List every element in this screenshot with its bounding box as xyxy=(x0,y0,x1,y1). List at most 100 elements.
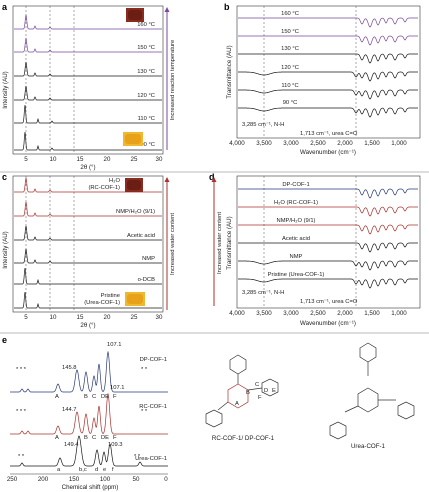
panel-a-xtick: 5 xyxy=(24,156,28,163)
panel-c-xtick: 20 xyxy=(104,314,111,321)
panel-d-traces xyxy=(238,188,418,289)
panel-b-label-120: 120 °C xyxy=(281,65,299,71)
nmr-letter-f: f xyxy=(112,467,114,473)
xrd-trace xyxy=(14,267,162,285)
panel-c-xtick: 30 xyxy=(156,314,163,321)
panel-e: e 250 200 150 100 50 0 Chemical shift (p… xyxy=(2,335,168,491)
panel-c-water-arrowhead xyxy=(164,177,170,182)
panel-c-label-urea: (Urea-COF-1) xyxy=(84,300,120,306)
nmr-letter-d: d xyxy=(95,467,98,473)
xrd-trace xyxy=(14,225,162,241)
panel-b-xlabel: Wavenumber (cm⁻¹) xyxy=(300,149,356,156)
panel-d-xtick: 2,000 xyxy=(337,310,353,317)
nmr-peak-rc-107: 107.1 xyxy=(110,385,125,391)
panel-a-arrow-text: Increased reaction temperature xyxy=(170,40,176,121)
panel-a-label-150: 150 °C xyxy=(137,45,155,51)
panel-b-label-150: 150 °C xyxy=(281,29,299,35)
panel-b-label-90: 90 °C xyxy=(283,100,298,106)
panel-e-xtick: 150 xyxy=(69,476,80,483)
nmr-letter-bc: b,c xyxy=(79,467,87,473)
xrd-trace xyxy=(14,201,162,217)
panel-c-xtick: 25 xyxy=(131,314,138,321)
panel-c-arrow-text: Increased water content xyxy=(170,213,176,275)
panel-c-label-pristine: Pristine xyxy=(101,293,120,299)
ftir-trace xyxy=(238,278,418,289)
panel-e-xtick: 50 xyxy=(133,476,140,483)
nmr-peak-dp-145: 145.8 xyxy=(62,365,77,371)
ftir-trace xyxy=(238,188,418,199)
ftir-trace xyxy=(238,107,418,118)
ftir-trace xyxy=(238,17,418,28)
phenyl-ring-right xyxy=(397,401,415,420)
panel-a: a Intensity (AU) 5 10 15 20 25 30 2θ (°)… xyxy=(2,2,176,171)
nmr-peak-dp-107: 107.1 xyxy=(107,342,122,348)
panel-b-xticks: 4,000 3,500 3,000 2,500 2,000 1,500 1,00… xyxy=(229,140,407,147)
nmr-letter-B-rc: B xyxy=(84,435,88,441)
ftir-trace xyxy=(238,53,418,64)
panel-d-letter: d xyxy=(209,172,215,182)
panel-b-xtick: 3,000 xyxy=(283,140,299,147)
ftir-trace xyxy=(238,242,418,253)
panel-a-traces xyxy=(14,14,162,151)
panel-e-xticks: 250 200 150 100 50 0 xyxy=(7,476,168,483)
xrd-trace xyxy=(14,14,162,30)
panel-b-letter: b xyxy=(224,2,230,12)
nmr-letter-DE-dp: DE xyxy=(101,394,109,400)
phenyl-ring-top xyxy=(229,354,247,375)
nmr-letter-DE-rc: DE xyxy=(101,435,109,441)
nmr-series-urea: Urea-COF-1 xyxy=(135,456,167,462)
panel-a-letter: a xyxy=(2,2,8,12)
panel-d-xtick: 1,000 xyxy=(391,310,407,317)
nmr-letter-A-dp: A xyxy=(55,394,59,400)
panel-c-frame xyxy=(12,175,164,313)
phenyl-ring-top xyxy=(359,342,377,363)
red-cof-powder-c xyxy=(127,180,141,190)
xrd-trace xyxy=(14,131,162,151)
nmr-letter-A-rc: A xyxy=(55,435,59,441)
panel-e-xtick: 250 xyxy=(7,476,18,483)
panel-b-xtick: 2,000 xyxy=(337,140,353,147)
panel-d-xtick: 2,500 xyxy=(310,310,326,317)
ftir-trace xyxy=(238,260,418,271)
ftir-trace xyxy=(238,224,418,235)
panel-c-label-nmp: NMP xyxy=(142,256,155,262)
panel-d-xtick: 1,500 xyxy=(364,310,380,317)
xrd-trace xyxy=(14,248,162,264)
yellow-cof-powder xyxy=(125,134,141,144)
panel-a-frame xyxy=(12,5,164,155)
struct-label-D: D xyxy=(264,388,268,394)
panel-a-label-160: 160 °C xyxy=(137,22,155,28)
struct-label-C: C xyxy=(255,382,259,388)
bond xyxy=(344,405,359,413)
panel-c-xticks: 5 10 15 20 25 30 xyxy=(24,314,163,321)
bond xyxy=(247,387,263,391)
structure-rc-caption: RC-COF-1/ DP-COF-1 xyxy=(212,435,275,442)
panel-d: d Increased water content Transmittance … xyxy=(209,172,421,327)
nmr-letter-C-dp: C xyxy=(92,394,96,400)
xrd-trace xyxy=(14,104,162,124)
panel-d-label-h2o: H₂O (RC-COF-1) xyxy=(274,200,318,206)
ftir-trace xyxy=(238,71,418,82)
panel-e-letter: e xyxy=(2,335,7,345)
phenyl-ring-right xyxy=(261,378,279,397)
panel-c-xtick: 10 xyxy=(50,314,57,321)
ftir-trace xyxy=(238,89,418,100)
bond xyxy=(217,401,229,411)
struct-label-F: F xyxy=(258,395,262,401)
panel-d-frame xyxy=(236,175,421,309)
phenyl-ring-left xyxy=(205,409,223,428)
panel-a-label-120: 120 °C xyxy=(137,93,155,99)
panel-e-xlabel: Chemical shift (ppm) xyxy=(62,484,119,491)
central-ring xyxy=(357,387,379,413)
xrd-trace xyxy=(14,85,162,101)
panel-c-traces xyxy=(14,177,162,309)
panel-a-xtick: 15 xyxy=(77,156,84,163)
panel-d-ylabel: Transmittance (AU) xyxy=(226,216,233,269)
panel-b-ylabel: Transmittance (AU) xyxy=(226,45,233,98)
panel-d-xticks: 4,000 3,500 3,000 2,500 2,000 1,500 1,00… xyxy=(229,310,407,317)
panel-d-label-nmp: NMP xyxy=(290,254,303,260)
ftir-trace xyxy=(238,35,418,46)
panel-c-xlabel: 2θ (°) xyxy=(80,322,95,329)
nmr-sideband-marks-urea: * * xyxy=(18,454,25,460)
panel-d-xtick: 3,000 xyxy=(283,310,299,317)
